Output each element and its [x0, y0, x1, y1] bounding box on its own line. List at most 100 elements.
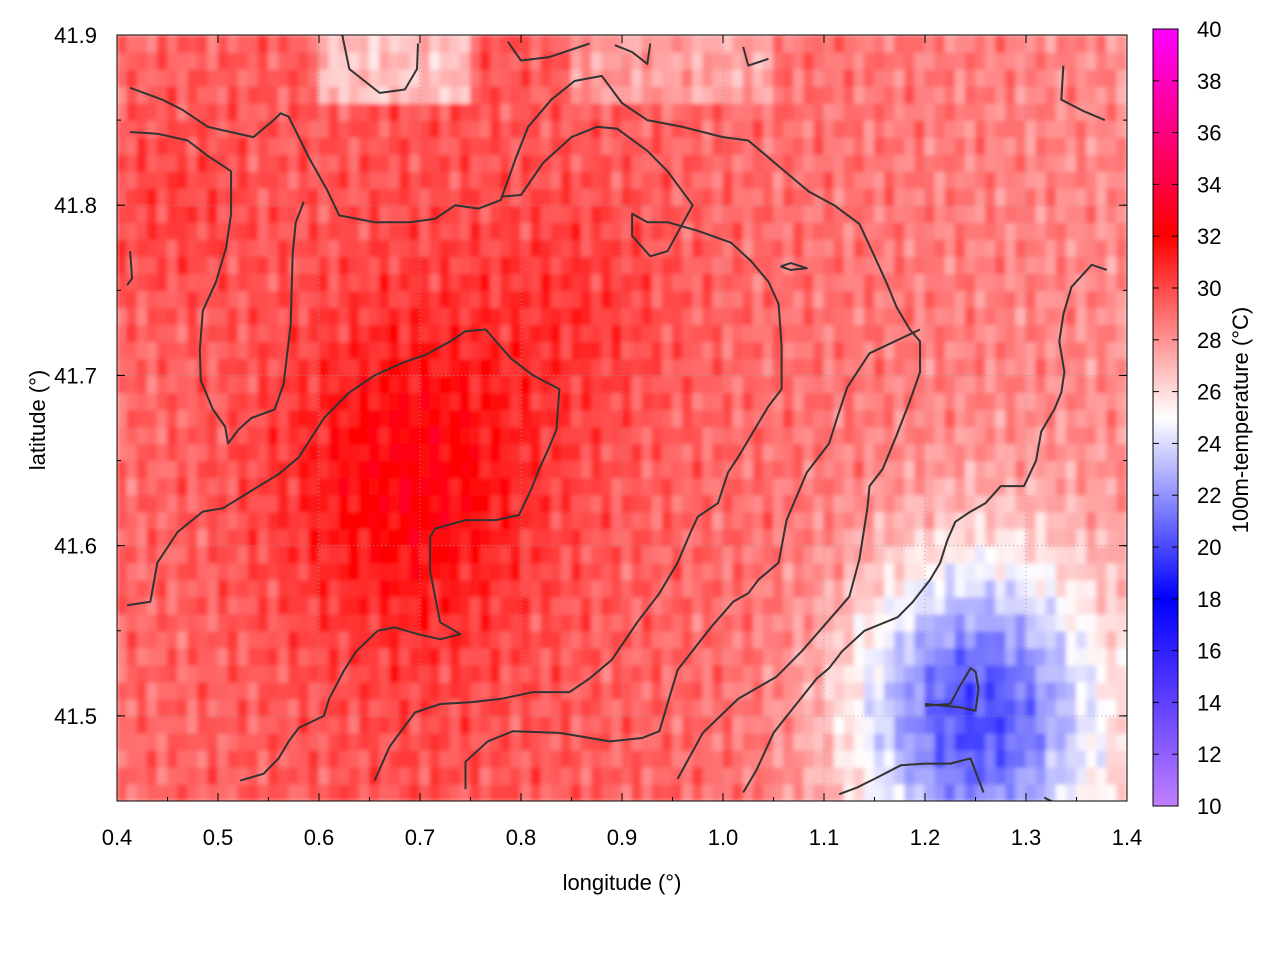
- heatmap-cell: [934, 204, 946, 223]
- heatmap-cell: [661, 783, 674, 801]
- heatmap-cell: [338, 766, 350, 785]
- heatmap-cell: [490, 715, 502, 734]
- heatmap-cell: [358, 102, 371, 121]
- heatmap-cell: [1086, 443, 1098, 462]
- heatmap-cell: [934, 255, 946, 275]
- heatmap-cell: [773, 408, 785, 428]
- heatmap-cell: [146, 153, 159, 172]
- heatmap-cell: [712, 783, 724, 801]
- heatmap-cell: [298, 698, 310, 717]
- heatmap-cell: [449, 51, 462, 70]
- heatmap-cell: [146, 477, 159, 496]
- heatmap-cell: [863, 187, 876, 206]
- heatmap-cell: [661, 187, 674, 206]
- heatmap-cell: [419, 306, 431, 326]
- heatmap-cell: [631, 221, 643, 240]
- heatmap-cell: [520, 272, 532, 292]
- heatmap-cell: [1065, 357, 1078, 377]
- heatmap-cell: [732, 136, 744, 155]
- heatmap-cell: [712, 545, 724, 564]
- heatmap-cell: [1005, 664, 1017, 683]
- heatmap-cell: [358, 340, 371, 360]
- heatmap-cell: [813, 272, 825, 292]
- heatmap-cell: [328, 664, 340, 683]
- heatmap-cell: [490, 528, 502, 547]
- heatmap-cell: [914, 136, 926, 155]
- heatmap-cell: [197, 255, 209, 275]
- heatmap-cell: [268, 562, 280, 581]
- heatmap-cell: [1065, 715, 1078, 734]
- heatmap-cell: [227, 340, 239, 360]
- heatmap-cell: [369, 51, 381, 70]
- heatmap-cell: [964, 272, 977, 292]
- heatmap-cell: [480, 408, 492, 428]
- heatmap-cell: [762, 613, 775, 632]
- heatmap-cell: [459, 408, 472, 428]
- heatmap-cell: [732, 426, 744, 445]
- heatmap-cell: [227, 35, 239, 53]
- heatmap-cell: [904, 477, 916, 496]
- heatmap-cell: [904, 647, 916, 666]
- heatmap-cell: [490, 749, 502, 768]
- heatmap-cell: [1015, 204, 1027, 223]
- heatmap-cell: [752, 732, 765, 751]
- heatmap-cell: [1116, 221, 1127, 240]
- heatmap-cell: [247, 511, 260, 530]
- heatmap-cell: [409, 323, 421, 343]
- heatmap-cell: [560, 596, 573, 615]
- heatmap-cell: [530, 460, 542, 479]
- heatmap-cell: [944, 119, 956, 138]
- heatmap-cell: [874, 170, 886, 189]
- heatmap-cell: [399, 749, 411, 768]
- heatmap-cell: [1045, 545, 1057, 564]
- heatmap-cell: [995, 272, 1007, 292]
- heatmap-cell: [672, 698, 684, 717]
- heatmap-cell: [692, 272, 704, 292]
- heatmap-cell: [742, 579, 754, 598]
- heatmap-cell: [177, 68, 189, 87]
- heatmap-cell: [712, 136, 724, 155]
- heatmap-cell: [672, 51, 684, 70]
- heatmap-cell: [783, 170, 795, 189]
- heatmap-cell: [197, 68, 209, 87]
- heatmap-cell: [682, 306, 694, 326]
- heatmap-cell: [1005, 596, 1017, 615]
- heatmap-cell: [540, 323, 552, 343]
- heatmap-cell: [813, 766, 825, 785]
- heatmap-cell: [146, 323, 159, 343]
- heatmap-cell: [1045, 153, 1057, 172]
- heatmap-cell: [328, 408, 340, 428]
- heatmap-cell: [328, 443, 340, 462]
- heatmap-cell: [187, 460, 199, 479]
- heatmap-cell: [288, 221, 300, 240]
- heatmap-cell: [459, 374, 472, 394]
- heatmap-cell: [863, 783, 876, 801]
- heatmap-cell: [843, 715, 855, 734]
- heatmap-cell: [126, 374, 138, 394]
- heatmap-cell: [1045, 221, 1057, 240]
- heatmap-cell: [661, 255, 674, 275]
- heatmap-cell: [601, 766, 613, 785]
- heatmap-cell: [126, 443, 138, 462]
- heatmap-cell: [944, 289, 956, 309]
- heatmap-cell: [702, 766, 714, 785]
- heatmap-cell: [722, 664, 734, 683]
- heatmap-cell: [429, 562, 441, 581]
- heatmap-cell: [399, 170, 411, 189]
- heatmap-cell: [136, 443, 148, 462]
- heatmap-cell: [1005, 698, 1017, 717]
- heatmap-cell: [1106, 102, 1118, 121]
- heatmap-cell: [146, 306, 159, 326]
- heatmap-cell: [1065, 613, 1078, 632]
- heatmap-cell: [409, 528, 421, 547]
- heatmap-cell: [803, 170, 815, 189]
- heatmap-cell: [268, 85, 280, 104]
- heatmap-cell: [298, 443, 310, 462]
- heatmap-cell: [167, 289, 179, 309]
- heatmap-cell: [288, 477, 300, 496]
- heatmap-cell: [793, 340, 805, 360]
- heatmap-cell: [540, 783, 552, 801]
- heatmap-cell: [631, 255, 643, 275]
- heatmap-cell: [429, 766, 441, 785]
- heatmap-cell: [692, 374, 704, 394]
